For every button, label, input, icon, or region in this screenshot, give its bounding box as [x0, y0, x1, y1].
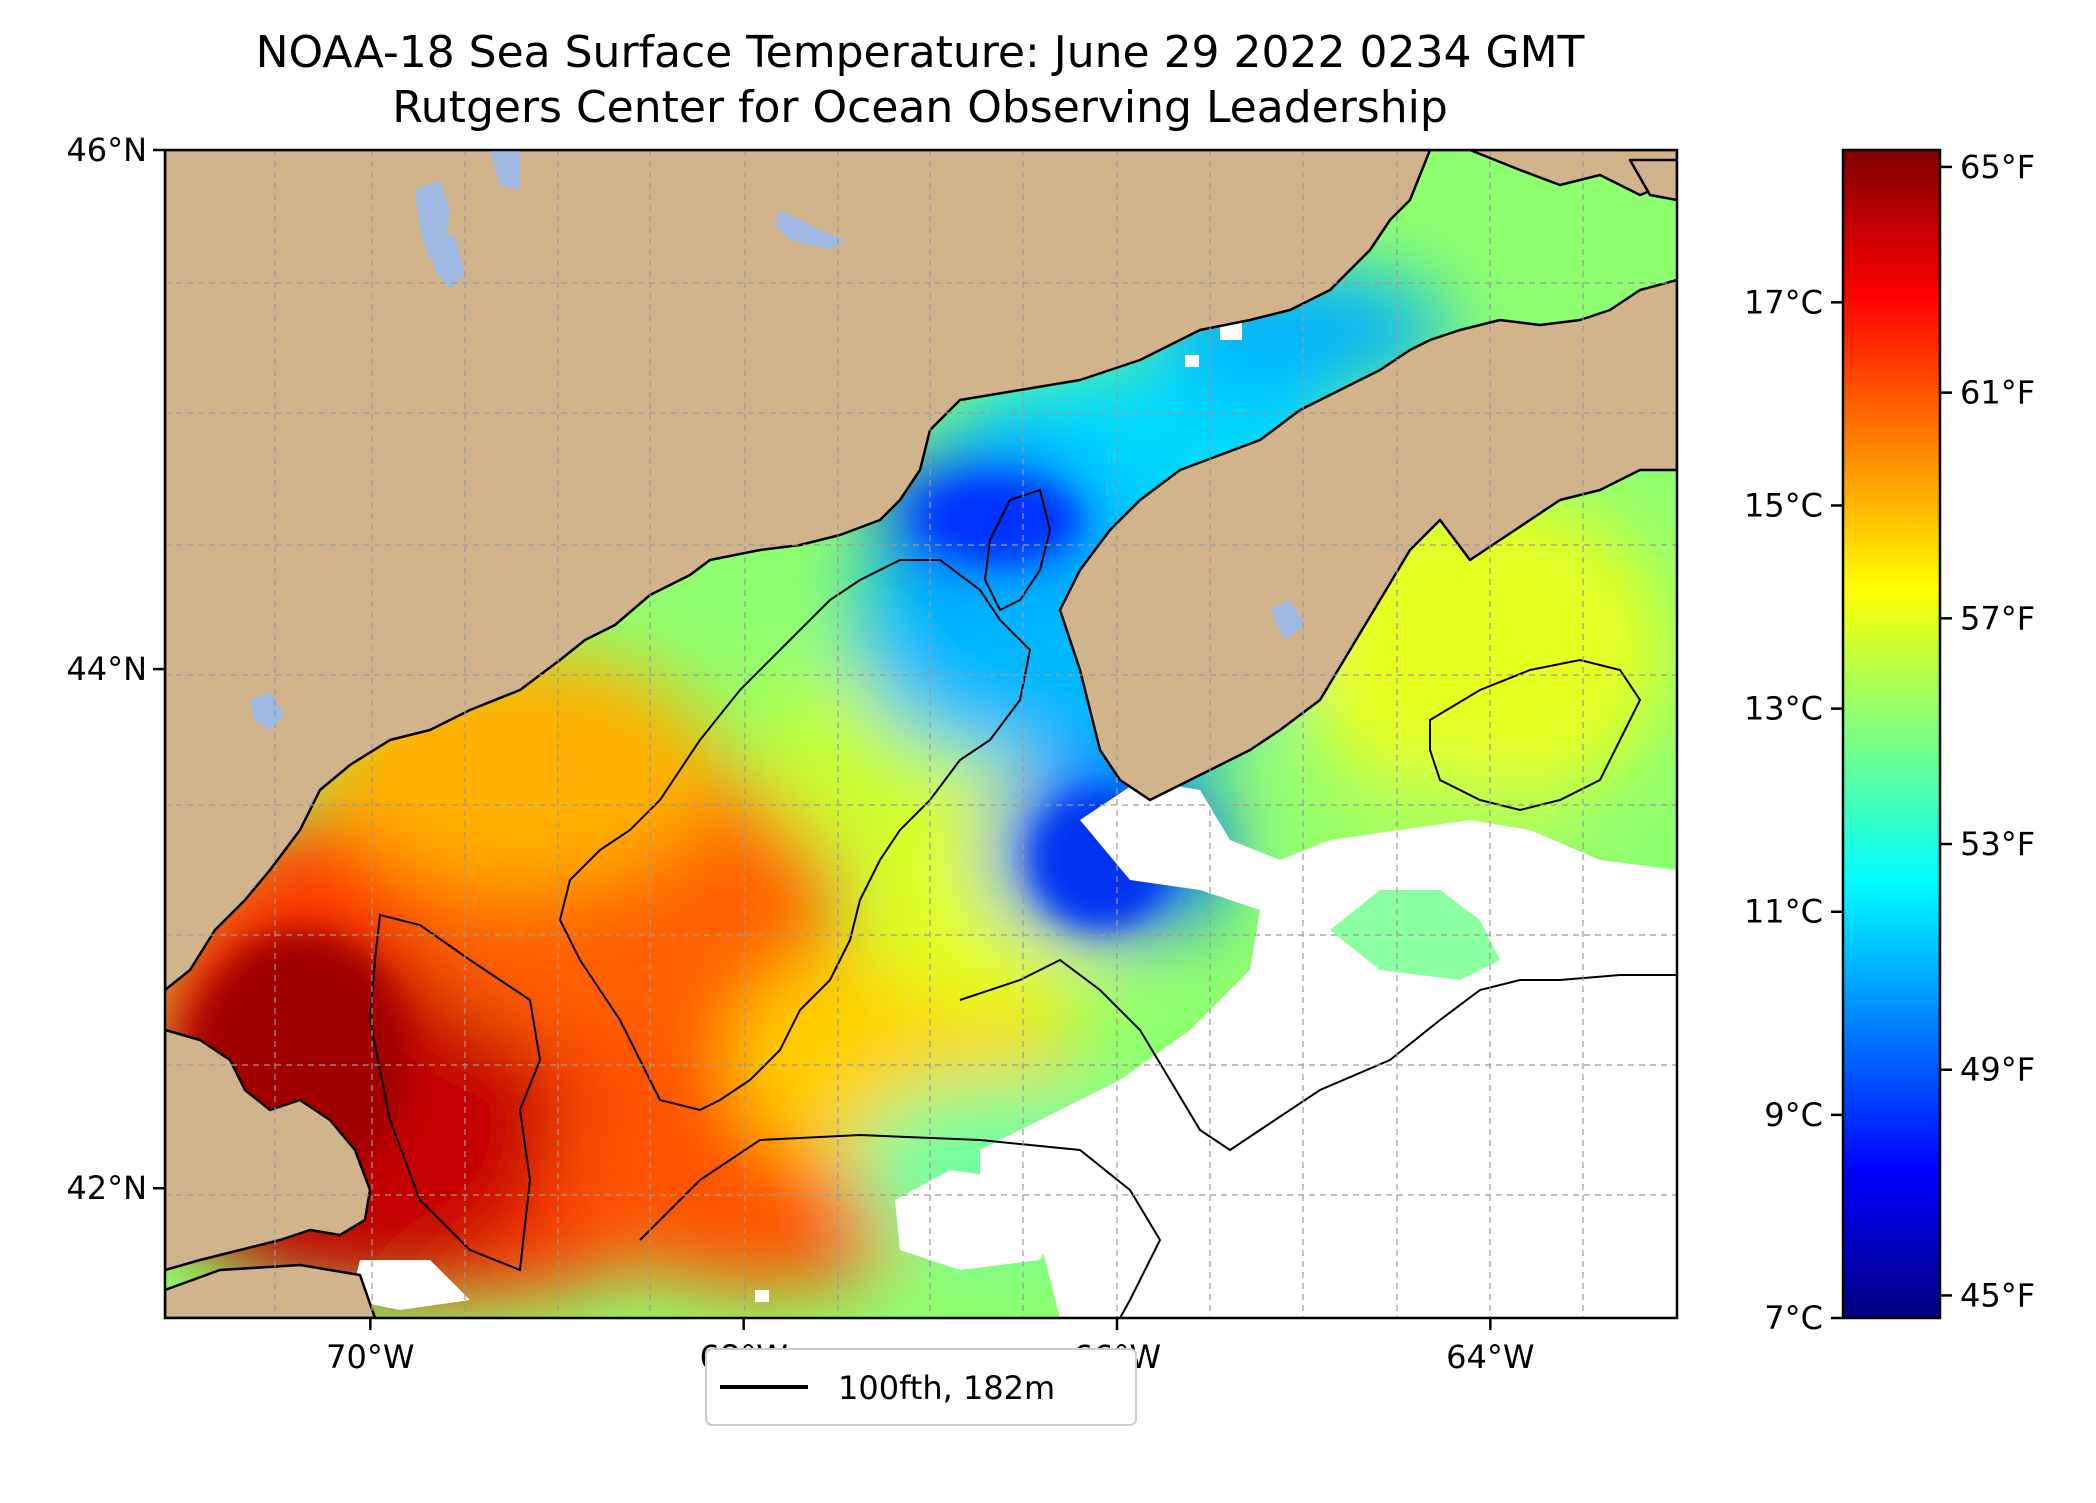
celsius-tick-label: 11°C	[1744, 893, 1823, 931]
lat-tick-label: 42°N	[66, 1169, 147, 1207]
lat-tick-label: 46°N	[66, 131, 147, 169]
celsius-tick-label: 13°C	[1744, 690, 1823, 728]
colorbar-celsius-ticks: 7°C 9°C 11°C 13°C 15°C 17°C	[1744, 283, 1843, 1337]
graticule	[165, 150, 1677, 1318]
lat-axis: 46°N 44°N 42°N	[66, 131, 165, 1207]
isobath-100fth	[368, 488, 1677, 1318]
map-frame	[163, 148, 1679, 1320]
fahrenheit-tick-label: 53°F	[1960, 825, 2035, 863]
fahrenheit-tick-label: 45°F	[1960, 1276, 2035, 1314]
chart-title: NOAA-18 Sea Surface Temperature: June 29…	[256, 27, 1585, 78]
fahrenheit-tick-label: 65°F	[1960, 148, 2035, 186]
chart-subtitle: Rutgers Center for Ocean Observing Leade…	[392, 82, 1448, 133]
lon-tick-label: 64°W	[1446, 1338, 1534, 1376]
colorbar-gradient	[1841, 148, 1942, 1320]
land	[165, 150, 1677, 1318]
fahrenheit-tick-label: 57°F	[1960, 599, 2035, 637]
map-panel	[165, 150, 1677, 1318]
legend-label: 100fth, 182m	[838, 1369, 1055, 1407]
fahrenheit-tick-label: 61°F	[1960, 374, 2035, 412]
colorbar-fahrenheit-ticks: 45°F 49°F 53°F 57°F 61°F 65°F	[1940, 148, 2035, 1314]
celsius-tick-label: 15°C	[1744, 486, 1823, 524]
lon-tick-label: 70°W	[326, 1338, 414, 1376]
fahrenheit-tick-label: 49°F	[1960, 1051, 2035, 1089]
celsius-tick-label: 9°C	[1764, 1096, 1823, 1134]
celsius-tick-label: 17°C	[1744, 283, 1823, 321]
colorbar: 7°C 9°C 11°C 13°C 15°C 17°C 45°F 49°F 53°F 57°F 6…	[1744, 148, 2035, 1337]
legend-box	[705, 1348, 1137, 1426]
lat-tick-label: 44°N	[66, 650, 147, 688]
celsius-tick-label: 7°C	[1764, 1299, 1823, 1337]
lakes	[250, 150, 1305, 730]
legend: 100fth, 182m	[705, 1348, 1137, 1426]
